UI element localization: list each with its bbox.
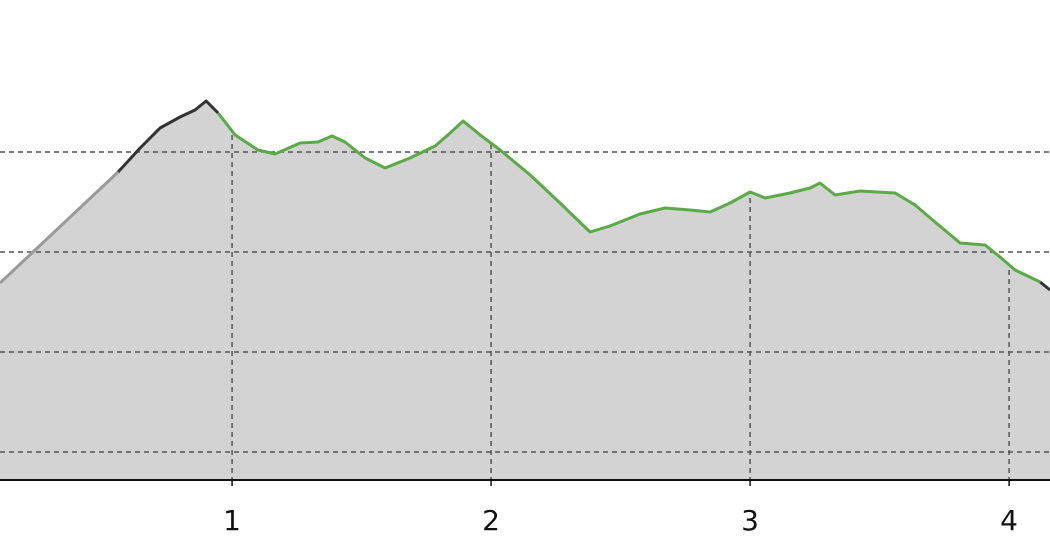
line [117, 99, 1050, 292]
area [1039, 280, 1050, 481]
x-tick-label: 3 [741, 504, 759, 537]
grid [0, 101, 1050, 480]
line [0, 170, 120, 285]
area [217, 111, 1041, 481]
line [216, 112, 1041, 284]
lines [0, 99, 1050, 292]
x-tick-label: 1 [223, 504, 241, 537]
areas [0, 100, 1050, 481]
area [0, 170, 119, 481]
x-tick-label: 2 [482, 504, 500, 537]
x-tick-label: 4 [1000, 504, 1018, 537]
